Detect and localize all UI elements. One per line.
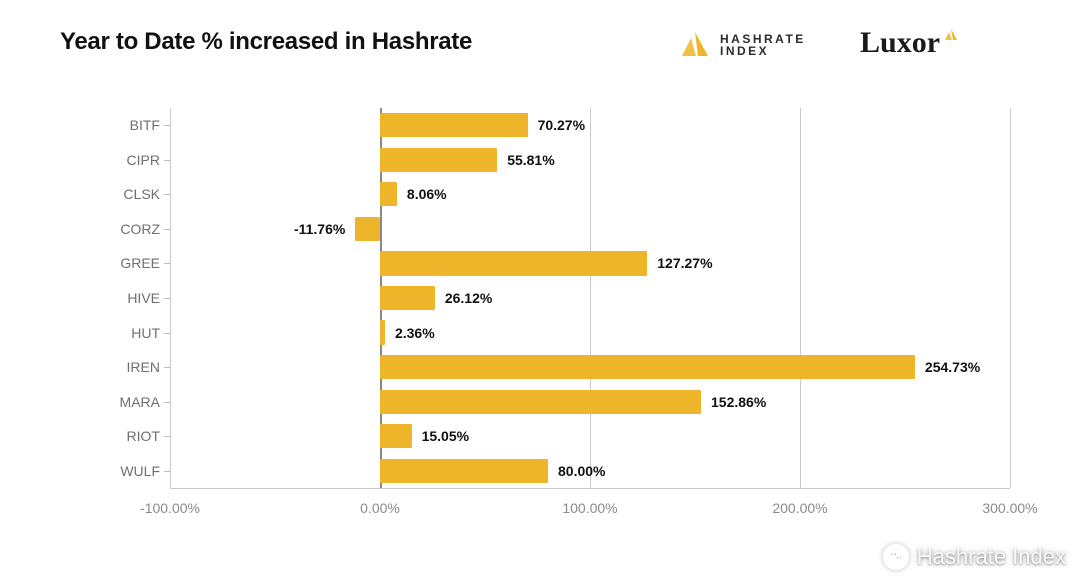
bar-value-label: 8.06% bbox=[407, 186, 447, 202]
bar bbox=[380, 113, 528, 137]
brand-hashrate-index-text: HASHRATE INDEX bbox=[720, 33, 806, 57]
bar-value-label: 2.36% bbox=[395, 325, 435, 341]
bar bbox=[380, 355, 915, 379]
bar-value-label: 26.12% bbox=[445, 290, 492, 306]
luxor-icon bbox=[944, 28, 958, 42]
y-axis-label: BITF bbox=[90, 117, 160, 133]
bar-row: CORZ-11.76% bbox=[170, 212, 1010, 247]
gridline bbox=[1010, 108, 1011, 488]
y-axis-label: CLSK bbox=[90, 186, 160, 202]
brand-hashrate-index: HASHRATE INDEX bbox=[680, 30, 806, 60]
x-tick-label: 0.00% bbox=[360, 500, 400, 516]
y-tick-mark bbox=[164, 298, 170, 299]
bar-value-label: 152.86% bbox=[711, 394, 766, 410]
x-tick-label: -100.00% bbox=[140, 500, 200, 516]
bar bbox=[355, 217, 380, 241]
x-tick-label: 200.00% bbox=[772, 500, 827, 516]
y-tick-mark bbox=[164, 125, 170, 126]
bar-value-label: 254.73% bbox=[925, 359, 980, 375]
bar bbox=[380, 424, 412, 448]
y-axis-label: RIOT bbox=[90, 428, 160, 444]
bar-row: CLSK8.06% bbox=[170, 177, 1010, 212]
y-axis-label: WULF bbox=[90, 463, 160, 479]
y-axis-label: GREE bbox=[90, 255, 160, 271]
bar-row: BITF70.27% bbox=[170, 108, 1010, 143]
y-tick-mark bbox=[164, 436, 170, 437]
brand-hi-line2: INDEX bbox=[720, 45, 806, 57]
y-tick-mark bbox=[164, 402, 170, 403]
chart-plot: -100.00%0.00%100.00%200.00%300.00%BITF70… bbox=[90, 108, 1010, 528]
bar-row: CIPR55.81% bbox=[170, 143, 1010, 178]
chart-title: Year to Date % increased in Hashrate bbox=[60, 28, 472, 56]
y-axis-label: HUT bbox=[90, 325, 160, 341]
brand-luxor: Luxor bbox=[860, 26, 958, 60]
hashrate-index-icon bbox=[680, 30, 710, 60]
bar-value-label: 127.27% bbox=[657, 255, 712, 271]
bar-row: HUT2.36% bbox=[170, 315, 1010, 350]
y-tick-mark bbox=[164, 229, 170, 230]
bar-row: MARA152.86% bbox=[170, 384, 1010, 419]
bar bbox=[380, 251, 647, 275]
bar-value-label: 70.27% bbox=[538, 117, 585, 133]
brand-luxor-label: Luxor bbox=[860, 26, 940, 60]
x-axis-baseline bbox=[170, 488, 1010, 489]
bar bbox=[380, 182, 397, 206]
bar bbox=[380, 459, 548, 483]
bar bbox=[380, 320, 385, 344]
y-tick-mark bbox=[164, 471, 170, 472]
bar-value-label: 80.00% bbox=[558, 463, 605, 479]
y-axis-label: HIVE bbox=[90, 290, 160, 306]
y-axis-label: MARA bbox=[90, 394, 160, 410]
bar-value-label: 55.81% bbox=[507, 152, 554, 168]
bar bbox=[380, 286, 435, 310]
y-axis-label: CIPR bbox=[90, 152, 160, 168]
bar-value-label: 15.05% bbox=[422, 428, 469, 444]
bar-row: WULF80.00% bbox=[170, 453, 1010, 488]
bar-row: GREE127.27% bbox=[170, 246, 1010, 281]
chart-axis-area: -100.00%0.00%100.00%200.00%300.00%BITF70… bbox=[170, 108, 1010, 488]
bar-row: RIOT15.05% bbox=[170, 419, 1010, 454]
x-tick-label: 100.00% bbox=[562, 500, 617, 516]
y-axis-label: IREN bbox=[90, 359, 160, 375]
y-tick-mark bbox=[164, 160, 170, 161]
bar bbox=[380, 148, 497, 172]
y-tick-mark bbox=[164, 333, 170, 334]
bar-value-label: -11.76% bbox=[294, 221, 345, 237]
chart-card: Year to Date % increased in Hashrate HAS… bbox=[10, 8, 1070, 570]
y-tick-mark bbox=[164, 263, 170, 264]
bar-row: IREN254.73% bbox=[170, 350, 1010, 385]
x-tick-label: 300.00% bbox=[982, 500, 1037, 516]
bar-row: HIVE26.12% bbox=[170, 281, 1010, 316]
y-axis-label: CORZ bbox=[90, 221, 160, 237]
y-tick-mark bbox=[164, 367, 170, 368]
bar bbox=[380, 390, 701, 414]
y-tick-mark bbox=[164, 194, 170, 195]
